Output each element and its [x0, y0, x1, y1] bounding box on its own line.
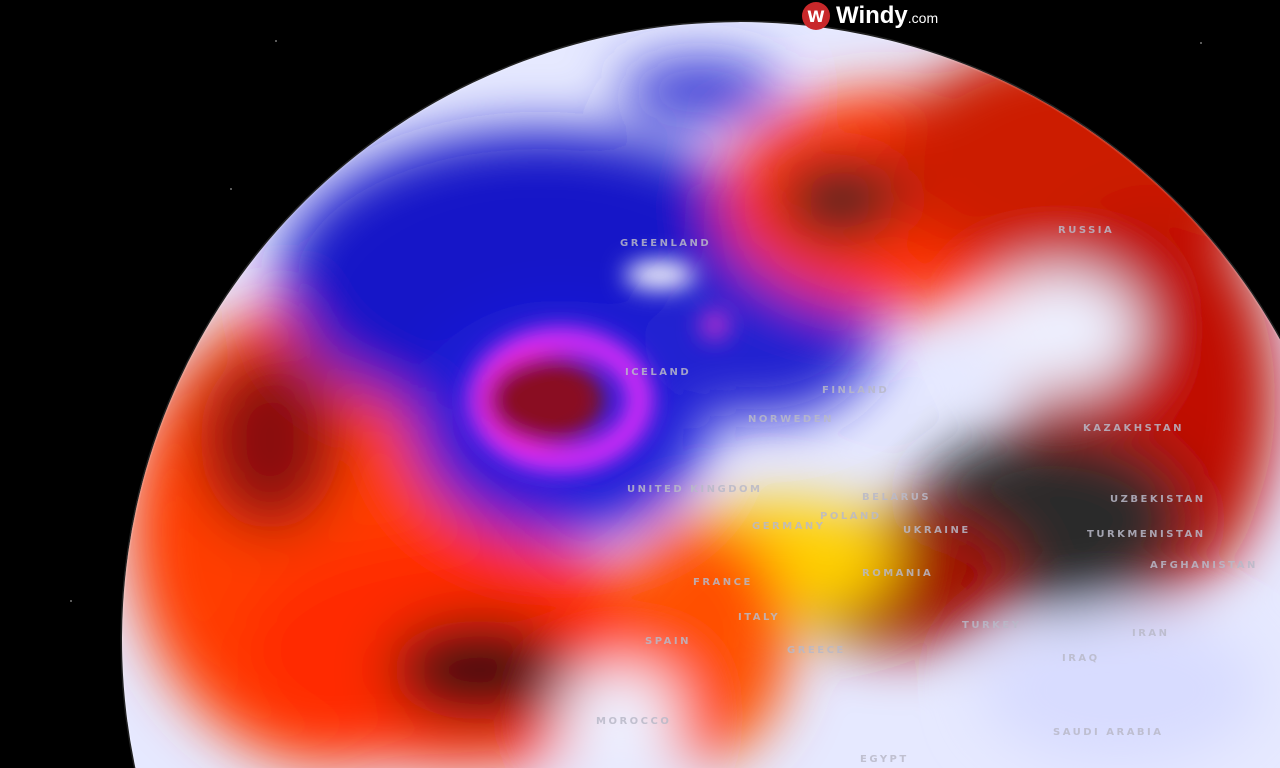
star	[230, 188, 232, 190]
label-ukraine: UKRAINE	[903, 525, 971, 536]
label-greenland: GREENLAND	[620, 238, 711, 249]
windy-logo-icon: W	[802, 2, 830, 30]
label-germany: GERMANY	[752, 521, 826, 532]
label-saudi-arabia: SAUDI ARABIA	[1053, 727, 1164, 738]
label-turkmenistan: TURKMENISTAN	[1087, 529, 1206, 540]
label-norweden: NORWEDEN	[748, 414, 834, 425]
label-poland: POLAND	[820, 511, 882, 522]
label-morocco: MOROCCO	[596, 716, 671, 727]
label-iraq: IRAQ	[1062, 653, 1100, 664]
label-iceland: ICELAND	[625, 367, 691, 378]
label-afghanistan: AFGHANISTAN	[1150, 560, 1258, 571]
label-greece: GREECE	[787, 645, 846, 656]
brand-suffix: .com	[907, 10, 939, 26]
label-kazakhstan: KAZAKHSTAN	[1083, 423, 1184, 434]
label-belarus: BELARUS	[862, 492, 931, 503]
star	[1200, 42, 1202, 44]
country-labels: GREENLAND ICELAND RUSSIA FINLAND NORWEDE…	[596, 225, 1258, 765]
label-finland: FINLAND	[822, 385, 889, 396]
label-italy: ITALY	[738, 612, 780, 623]
brand-name-text: Windy	[836, 2, 908, 29]
label-uzbekistan: UZBEKISTAN	[1110, 494, 1206, 505]
label-romania: ROMANIA	[862, 568, 933, 579]
star	[275, 40, 277, 42]
label-france: FRANCE	[693, 577, 753, 588]
label-iran: IRAN	[1132, 628, 1170, 639]
label-uk: UNITED KINGDOM	[627, 484, 762, 495]
windy-logo[interactable]: W Windy.com	[802, 2, 938, 30]
star	[70, 600, 72, 602]
brand-name: Windy.com	[836, 2, 938, 30]
globe-outline	[120, 20, 1280, 768]
label-egypt: EGYPT	[860, 754, 909, 765]
label-turkey: TURKEY	[962, 620, 1021, 631]
label-spain: SPAIN	[645, 636, 691, 647]
label-russia: RUSSIA	[1058, 225, 1114, 236]
